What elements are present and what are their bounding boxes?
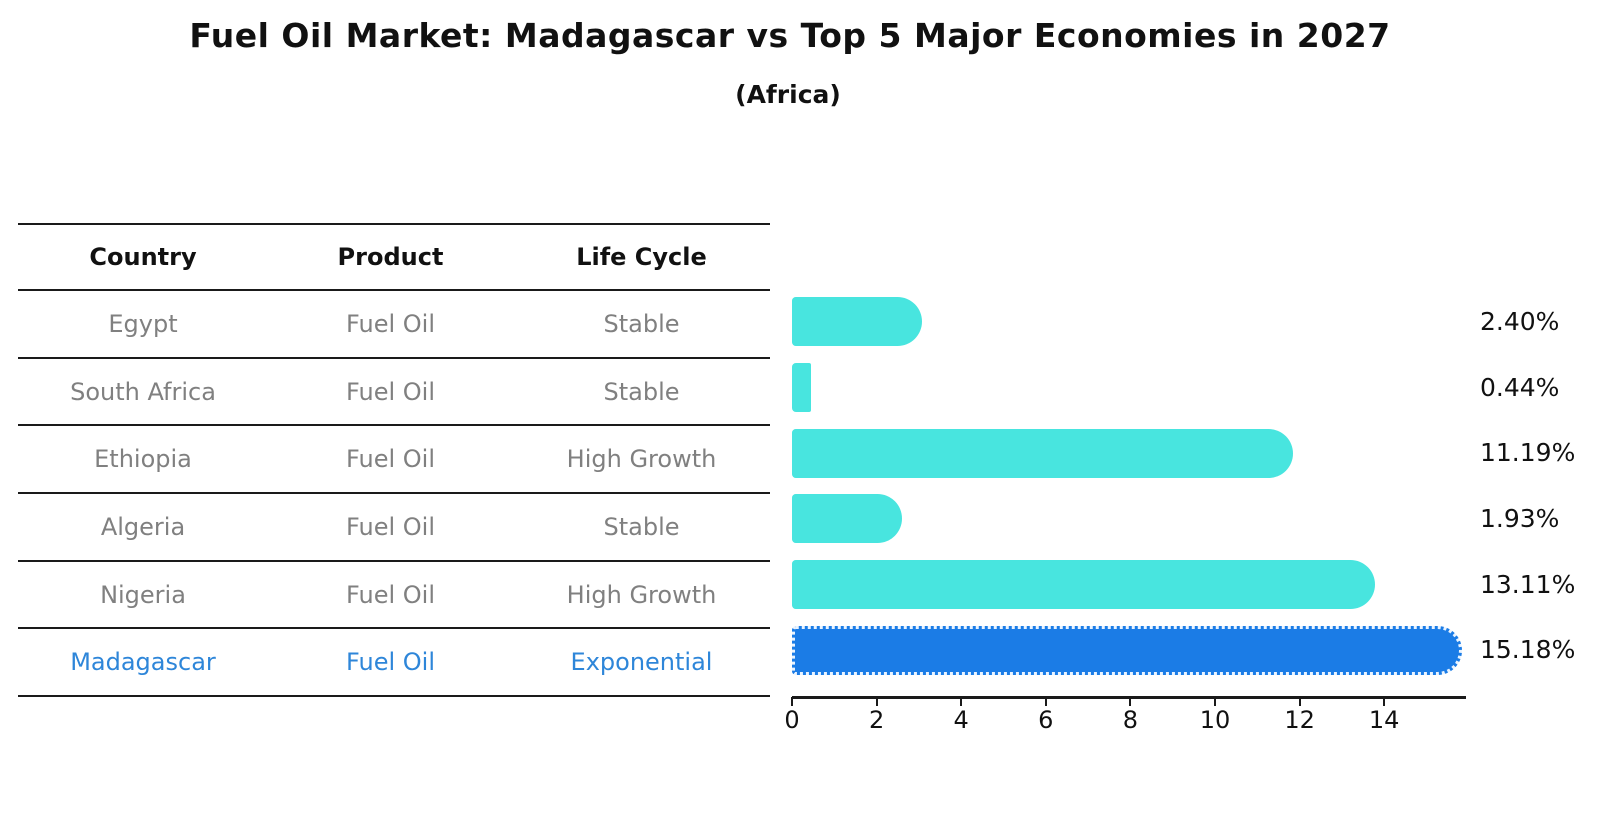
x-axis [792,696,1466,699]
value-label-egypt: 2.40% [1480,306,1560,336]
x-axis-tick-label: 4 [953,706,969,734]
cell-product: Fuel Oil [346,377,435,406]
cell-lifecycle: High Growth [566,445,717,474]
x-axis-tickmark [791,697,793,706]
cell-country: Egypt [108,309,178,338]
cell-product: Fuel Oil [346,580,435,609]
chart-subtitle: (Africa) [735,80,841,109]
cell-lifecycle: High Growth [566,580,717,609]
bar-madagascar [792,625,1463,675]
table-row-algeria: Algeria Fuel Oil Stable [18,492,770,560]
cell-lifecycle: Stable [603,377,680,406]
x-axis-tick-label: 12 [1284,706,1315,734]
cell-country: South Africa [70,377,216,406]
cell-country: Madagascar [70,648,216,677]
table-row-nigeria: Nigeria Fuel Oil High Growth [18,559,770,628]
x-axis-tickmark [875,697,878,706]
cell-lifecycle: Stable [603,512,680,541]
table-row-madagascar-highlight: Madagascar Fuel Oil Exponential [18,627,770,698]
chart-title: Fuel Oil Market: Madagascar vs Top 5 Maj… [189,16,1391,55]
cell-country: Ethiopia [94,445,192,474]
x-axis-tick-label: 10 [1199,706,1231,734]
x-axis-tick-label: 8 [1122,706,1139,734]
table-row-south-africa: South Africa Fuel Oil Stable [18,356,770,425]
x-axis-tickmark [1214,697,1216,706]
column-header-product: Product [337,243,444,271]
cell-lifecycle: Stable [603,309,680,338]
value-label-madagascar: 15.18% [1480,635,1576,665]
cell-lifecycle: Exponential [570,648,713,677]
table-header-row: Country Product Life Cycle [18,223,770,289]
x-axis-tick-label: 0 [784,706,800,734]
x-axis-tick-label: 2 [868,706,885,734]
bar-nigeria [792,560,1375,610]
cell-country: Algeria [100,512,186,541]
x-axis-tickmark [1383,697,1386,706]
cell-country: Nigeria [100,580,186,609]
cell-product: Fuel Oil [346,309,435,338]
bar-algeria [792,494,902,544]
bar-south-africa [792,363,811,413]
column-header-country: Country [89,243,197,271]
value-label-algeria: 1.93% [1480,503,1560,533]
table-row-ethiopia: Ethiopia Fuel Oil High Growth [18,424,770,492]
x-axis-tick-label: 14 [1368,706,1400,734]
x-axis-tickmark [960,697,963,706]
cell-product: Fuel Oil [346,512,435,541]
column-header-lifecycle: Life Cycle [576,243,707,271]
cell-product: Fuel Oil [346,648,435,677]
value-label-ethiopia: 11.19% [1480,438,1576,468]
value-label-south-africa: 0.44% [1480,372,1560,402]
bar-egypt [792,297,922,347]
country-table: Country Product Life Cycle Egypt Fuel Oi… [18,223,770,698]
x-axis-tick-label: 6 [1038,706,1054,734]
x-axis-tickmark [1044,697,1047,706]
x-axis-tickmark [1129,697,1132,706]
value-label-nigeria: 13.11% [1480,569,1576,599]
bar-ethiopia [792,428,1294,478]
cell-product: Fuel Oil [346,445,435,474]
table-row-egypt: Egypt Fuel Oil Stable [18,289,770,357]
x-axis-tickmark [1298,697,1301,706]
